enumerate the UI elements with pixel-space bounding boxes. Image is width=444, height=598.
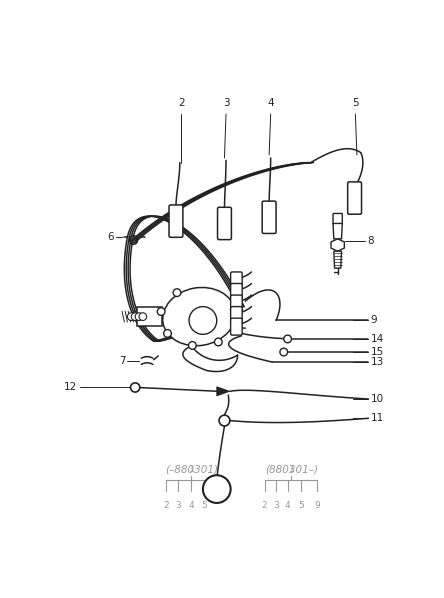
FancyBboxPatch shape — [230, 318, 242, 335]
Ellipse shape — [163, 288, 235, 346]
Text: 3: 3 — [273, 501, 279, 511]
Text: 9: 9 — [314, 501, 320, 511]
Circle shape — [139, 313, 147, 321]
FancyBboxPatch shape — [230, 283, 242, 300]
Text: 11: 11 — [371, 413, 384, 423]
Circle shape — [131, 383, 140, 392]
Text: 4: 4 — [267, 98, 274, 108]
Text: 7: 7 — [119, 356, 126, 367]
Text: 12: 12 — [64, 383, 77, 392]
Text: 5: 5 — [299, 501, 304, 511]
Text: 14: 14 — [371, 334, 384, 344]
Circle shape — [284, 335, 291, 343]
FancyBboxPatch shape — [218, 208, 231, 240]
Text: (–880301): (–880301) — [165, 465, 218, 474]
Polygon shape — [138, 307, 162, 326]
FancyBboxPatch shape — [333, 213, 342, 224]
Text: 9: 9 — [371, 316, 377, 325]
Circle shape — [173, 289, 181, 297]
Text: 15: 15 — [371, 347, 384, 357]
Text: 5: 5 — [352, 98, 359, 108]
Circle shape — [280, 348, 288, 356]
Text: 3: 3 — [175, 501, 181, 511]
FancyBboxPatch shape — [169, 205, 183, 237]
Text: 10: 10 — [371, 394, 384, 404]
Circle shape — [135, 313, 143, 321]
Text: 4: 4 — [285, 501, 290, 511]
Circle shape — [131, 313, 139, 321]
FancyBboxPatch shape — [230, 307, 242, 324]
Polygon shape — [162, 310, 176, 323]
FancyBboxPatch shape — [348, 182, 361, 214]
Text: 1: 1 — [189, 465, 194, 474]
Circle shape — [203, 475, 230, 503]
Polygon shape — [334, 251, 341, 268]
FancyBboxPatch shape — [262, 201, 276, 233]
Text: 2: 2 — [178, 98, 185, 108]
Polygon shape — [331, 239, 345, 251]
Circle shape — [189, 307, 217, 334]
Circle shape — [219, 415, 230, 426]
Circle shape — [164, 329, 171, 337]
Polygon shape — [333, 224, 342, 239]
Text: 1: 1 — [289, 465, 294, 474]
Polygon shape — [217, 387, 230, 396]
Circle shape — [157, 308, 165, 315]
FancyBboxPatch shape — [230, 295, 242, 312]
FancyBboxPatch shape — [230, 272, 242, 289]
Text: 8: 8 — [367, 236, 373, 246]
Text: 4: 4 — [189, 501, 194, 511]
Circle shape — [189, 341, 196, 349]
Circle shape — [214, 338, 222, 346]
Text: 13: 13 — [371, 357, 384, 367]
Text: 6: 6 — [108, 232, 115, 242]
Circle shape — [231, 323, 239, 331]
Circle shape — [127, 313, 135, 321]
Text: 3: 3 — [223, 98, 229, 108]
Text: 2: 2 — [163, 501, 169, 511]
Text: (880301–): (880301–) — [265, 465, 318, 474]
Text: 2: 2 — [262, 501, 267, 511]
Text: 5: 5 — [202, 501, 207, 511]
